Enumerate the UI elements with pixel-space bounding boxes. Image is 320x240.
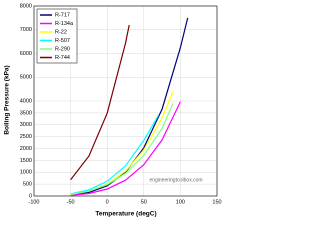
legend-label: R-290 — [55, 46, 70, 52]
y-tick-label: 2500 — [20, 134, 32, 140]
series-line — [70, 24, 130, 181]
legend-label: R-717 — [55, 12, 70, 18]
y-tick-label: 500 — [23, 182, 32, 188]
series-line — [70, 103, 174, 195]
x-tick-label: -100 — [28, 199, 39, 205]
y-tick-label: 1000 — [20, 170, 32, 176]
x-axis-label: Temperature (degC) — [95, 211, 156, 218]
y-tick-label: 3500 — [20, 110, 32, 116]
x-tick-label: -50 — [67, 199, 75, 205]
y-tick-label: 4000 — [20, 98, 32, 104]
chart: Temperature (degC) Boiling Pressure (kPa… — [4, 3, 222, 218]
plot-frame — [33, 5, 218, 197]
x-tick-label: 150 — [212, 199, 221, 205]
legend-box — [36, 8, 78, 64]
legend-label: R-134a — [55, 21, 74, 27]
y-tick-label: 5000 — [20, 75, 32, 81]
legend-label: R-507 — [55, 38, 70, 44]
y-tick-label: 6000 — [20, 51, 32, 57]
legend-label: R-744 — [55, 55, 70, 61]
y-tick-label: 1500 — [20, 158, 32, 164]
y-tick-label: 2000 — [20, 146, 32, 152]
y-tick-label: 7000 — [20, 27, 32, 33]
y-tick-label: 3000 — [20, 122, 32, 128]
legend-label: R-22 — [55, 29, 67, 35]
series-line — [70, 101, 181, 196]
y-tick-label: 0 — [29, 193, 32, 199]
x-tick-label: 50 — [141, 199, 147, 205]
x-tick-label: 100 — [176, 199, 185, 205]
watermark: engineeringtoolbox.com — [149, 177, 202, 183]
series-line — [70, 114, 159, 195]
x-tick-label: 0 — [106, 199, 109, 205]
y-axis-label: Boiling Pressure (kPa) — [4, 65, 11, 134]
y-tick-label: 8000 — [20, 3, 32, 9]
series-line — [70, 17, 189, 196]
